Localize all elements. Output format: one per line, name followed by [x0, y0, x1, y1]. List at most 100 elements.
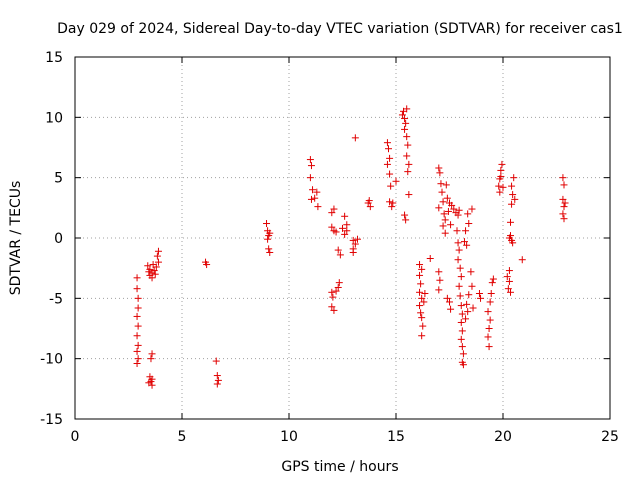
data-point: [403, 105, 411, 113]
data-point: [389, 199, 397, 207]
data-point: [437, 180, 445, 188]
data-point: [436, 169, 444, 177]
data-point: [366, 203, 374, 211]
data-point: [351, 240, 359, 248]
data-point: [495, 182, 503, 190]
data-point: [401, 125, 409, 133]
data-point: [213, 372, 221, 380]
data-point: [134, 294, 142, 302]
data-point: [341, 212, 349, 220]
data-point: [468, 282, 476, 290]
data-point: [328, 223, 336, 231]
data-point: [266, 229, 274, 237]
data-point: [387, 182, 395, 190]
data-point: [459, 350, 467, 358]
data-point: [508, 182, 516, 190]
data-point: [464, 308, 472, 316]
data-point: [148, 350, 156, 358]
data-point: [462, 227, 470, 235]
data-point: [309, 186, 317, 194]
data-point: [401, 211, 409, 219]
data-point: [468, 205, 476, 213]
data-point: [505, 267, 513, 275]
data-point: [418, 265, 426, 273]
data-point: [307, 162, 315, 170]
data-point: [508, 200, 516, 208]
data-point: [418, 332, 426, 340]
data-point: [150, 267, 158, 275]
data-point: [559, 195, 567, 203]
data-point: [266, 248, 274, 256]
gridlines: [75, 57, 610, 419]
data-point: [484, 333, 492, 341]
data-point: [458, 327, 466, 335]
data-point: [404, 168, 412, 176]
x-tick-label: 20: [494, 429, 512, 445]
data-point: [436, 276, 444, 284]
data-point: [264, 235, 272, 243]
data-point: [560, 203, 568, 211]
data-point: [418, 314, 426, 322]
data-point: [403, 152, 411, 160]
data-point: [405, 191, 413, 199]
data-point: [447, 305, 455, 313]
data-point: [457, 302, 465, 310]
data-point: [417, 309, 425, 317]
data-point: [506, 288, 514, 296]
data-point: [447, 221, 455, 229]
data-point: [469, 304, 477, 312]
data-point: [489, 275, 497, 283]
data-point: [456, 264, 464, 272]
data-point: [457, 273, 465, 281]
y-tick-label: 15: [45, 50, 63, 66]
data-point: [133, 274, 141, 282]
data-point: [435, 204, 443, 212]
data-point: [418, 294, 426, 302]
data-point: [341, 230, 349, 238]
data-point: [133, 285, 141, 293]
data-point: [455, 206, 463, 214]
data-point: [506, 232, 514, 240]
data-point: [560, 215, 568, 223]
data-point: [435, 268, 443, 276]
y-axis-label: SDTVAR / TECUs: [8, 181, 24, 296]
y-tick-label: -15: [40, 412, 63, 428]
data-point: [416, 288, 424, 296]
y-tick-label: -5: [49, 291, 63, 307]
data-point: [560, 181, 568, 189]
data-point: [332, 228, 340, 236]
data-point: [454, 256, 462, 264]
chart-title: Day 029 of 2024, Sidereal Day-to-day VTE…: [57, 21, 623, 37]
data-point: [457, 335, 465, 343]
data-point: [457, 318, 465, 326]
data-point: [144, 262, 152, 270]
y-tick-label: -10: [40, 352, 63, 368]
data-point: [383, 160, 391, 168]
x-tick-label: 10: [280, 429, 298, 445]
data-point: [330, 205, 338, 213]
data-point: [443, 294, 451, 302]
x-axis-label: GPS time / hours: [281, 459, 398, 475]
data-point: [488, 279, 496, 287]
data-point: [353, 235, 361, 243]
data-point: [456, 292, 464, 300]
data-point: [133, 312, 141, 320]
data-point: [405, 160, 413, 168]
data-point: [334, 283, 342, 291]
data-point: [419, 322, 427, 330]
data-point: [467, 268, 475, 276]
y-tick-label: 0: [54, 231, 63, 247]
data-point: [339, 224, 346, 232]
data-point: [485, 325, 493, 332]
data-point: [383, 139, 391, 147]
data-point: [453, 227, 461, 235]
data-point: [450, 205, 458, 213]
data-point: [477, 294, 485, 302]
data-point: [498, 160, 506, 168]
data-point: [485, 343, 493, 351]
data-point: [213, 380, 221, 388]
data-point: [441, 216, 449, 224]
data-point: [148, 375, 156, 383]
data-point: [487, 290, 495, 298]
data-point: [559, 210, 567, 218]
